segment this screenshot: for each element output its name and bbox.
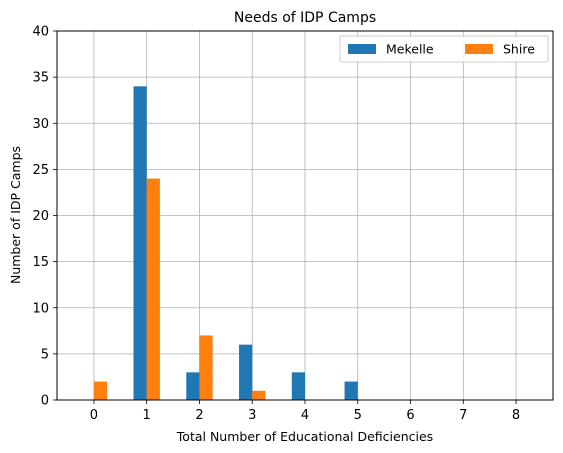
y-tick-label: 0 [41, 394, 49, 409]
bar-mekelle-2 [186, 372, 200, 400]
legend: Mekelle Shire [339, 35, 549, 63]
legend-swatch-mekelle [348, 44, 376, 54]
y-tick-label: 5 [41, 347, 49, 362]
bar-shire-2 [199, 335, 213, 400]
x-tick-label: 6 [406, 408, 414, 423]
bar-shire-3 [252, 390, 266, 400]
x-axis-ticks: 0 1 2 3 4 5 6 7 8 [90, 400, 520, 423]
chart-title: Needs of IDP Camps [234, 10, 376, 26]
bar-mekelle-1 [133, 86, 147, 400]
bar-mekelle-3 [239, 344, 253, 400]
x-tick-label: 3 [248, 408, 256, 423]
bar-mekelle-4 [291, 372, 305, 400]
x-tick-label: 1 [143, 408, 151, 423]
y-tick-label: 35 [32, 71, 49, 86]
x-tick-label: 8 [512, 408, 520, 423]
legend-box [339, 35, 549, 63]
y-tick-label: 40 [32, 25, 49, 40]
x-tick-label: 5 [354, 408, 362, 423]
x-tick-label: 0 [90, 408, 98, 423]
bar-shire-1 [146, 178, 160, 400]
legend-label-mekelle: Mekelle [386, 42, 434, 57]
x-axis-label: Total Number of Educational Deficiencies [176, 429, 433, 444]
y-axis-ticks: 0 5 10 15 20 25 30 35 40 [32, 25, 57, 409]
bars [93, 86, 358, 400]
y-tick-label: 10 [32, 301, 49, 316]
y-tick-label: 30 [32, 117, 49, 132]
y-tick-label: 20 [32, 209, 49, 224]
legend-swatch-shire [465, 44, 493, 54]
y-tick-label: 25 [32, 163, 49, 178]
y-tick-label: 15 [32, 255, 49, 270]
bar-mekelle-5 [344, 381, 358, 400]
x-tick-label: 4 [301, 408, 309, 423]
y-axis-label: Number of IDP Camps [8, 146, 23, 284]
bar-shire-0 [93, 381, 108, 400]
legend-label-shire: Shire [503, 42, 535, 57]
grid-lines [57, 30, 553, 401]
x-tick-label: 7 [459, 408, 467, 423]
x-tick-label: 2 [195, 408, 203, 423]
